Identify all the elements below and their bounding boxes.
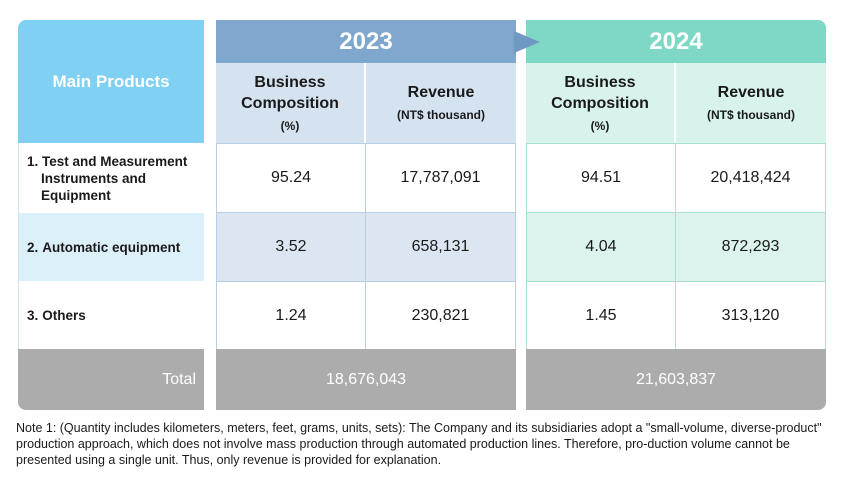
main-products-label: Main Products	[52, 71, 170, 91]
col-header-2024-revenue: Revenue (NT$ thousand)	[676, 63, 826, 143]
product-name: Others	[42, 307, 86, 323]
cell-rev-2024: 20,418,424	[675, 143, 826, 213]
col-header-2023-revenue: Revenue (NT$ thousand)	[366, 63, 516, 143]
cell-rev-2023: 230,821	[365, 281, 516, 350]
year-label: 2023	[339, 27, 393, 55]
year-header-2023: 2023	[216, 20, 516, 63]
cell-comp-2023: 95.24	[216, 143, 366, 213]
total-label: Total	[162, 370, 196, 388]
total-2023-cell: 18,676,043	[216, 349, 516, 410]
product-number: 2.	[27, 239, 39, 255]
col-header-line: Revenue	[717, 84, 785, 101]
col-header-line: Business	[254, 73, 326, 91]
col-header-2024-composition: Business Composition (%)	[526, 63, 675, 143]
total-value-2023: 18,676,043	[325, 370, 407, 388]
col-header-unit: (NT$ thousand)	[397, 108, 485, 122]
col-header-line: Composition	[241, 94, 339, 112]
cell-rev-2024: 872,293	[675, 212, 826, 282]
cell-rev-2024: 313,120	[675, 281, 826, 350]
product-label-1: 1. Test and Measurement Instruments and …	[27, 153, 198, 204]
footnote: Note 1: (Quantity includes kilometers, m…	[16, 421, 822, 467]
col-header-line: Business	[564, 73, 636, 91]
product-row-2: 2. Automatic equipment	[18, 213, 204, 281]
col-header-unit: (NT$ thousand)	[707, 108, 795, 122]
total-value-2024: 21,603,837	[635, 370, 717, 388]
year-header-2024: 2024	[526, 20, 826, 63]
cell-rev-2023: 17,787,091	[365, 143, 516, 213]
product-name: Automatic equipment	[42, 239, 181, 255]
product-name: Test and Measurement Instruments and Equ…	[41, 153, 188, 203]
product-row-3: 3. Others	[18, 281, 204, 349]
cell-comp-2024: 4.04	[526, 212, 676, 282]
col-header-2023-composition: Business Composition (%)	[216, 63, 365, 143]
col-header-line: Revenue	[407, 84, 475, 101]
total-label-cell: Total	[18, 349, 204, 410]
product-number: 1.	[27, 153, 39, 169]
cell-comp-2024: 94.51	[526, 143, 676, 213]
col-header-unit: (%)	[280, 118, 300, 133]
product-number: 3.	[27, 307, 39, 323]
cell-comp-2023: 1.24	[216, 281, 366, 350]
col-header-line: Composition	[551, 94, 649, 112]
cell-comp-2024: 1.45	[526, 281, 676, 350]
cell-comp-2023: 3.52	[216, 212, 366, 282]
cell-rev-2023: 658,131	[365, 212, 516, 282]
total-2024-cell: 21,603,837	[526, 349, 826, 410]
main-products-header: Main Products	[18, 20, 204, 143]
year-label: 2024	[649, 27, 703, 55]
product-row-1: 1. Test and Measurement Instruments and …	[18, 143, 204, 213]
arrow-right-icon	[514, 31, 540, 53]
col-header-unit: (%)	[590, 118, 610, 133]
